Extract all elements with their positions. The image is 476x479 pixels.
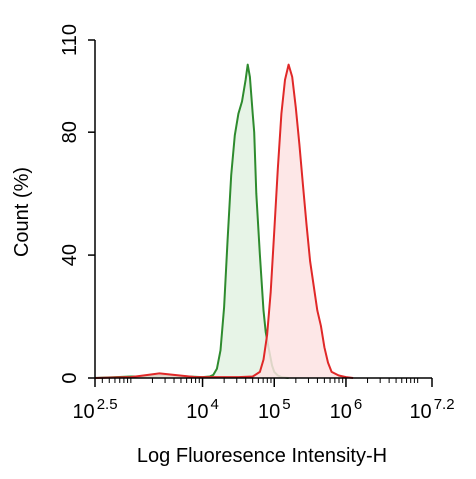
series-1-fill [95,64,354,378]
y-tick-label: 80 [59,121,81,143]
x-axis-title: Log Fluoresence Intensity-H [137,445,387,467]
y-axis-title: Count (%) [11,167,33,257]
series-1-line [94,63,354,379]
x-tick-label: 10 7.2 [409,396,454,423]
series-layer [94,63,354,379]
x-tick-label: 10 5 [258,396,291,423]
x-tick-label: 10 6 [330,396,363,423]
y-tick-label: 110 [59,24,81,56]
axes-layer: 0 40 80 110 10 2.5 10 4 10 5 10 6 10 7.2 [59,24,455,423]
x-tick-label: 10 4 [186,396,219,423]
series-0-fill [95,64,289,378]
y-tick-label: 40 [59,244,81,266]
y-tick-label: 0 [59,372,81,383]
x-tick-label: 10 2.5 [72,396,117,423]
